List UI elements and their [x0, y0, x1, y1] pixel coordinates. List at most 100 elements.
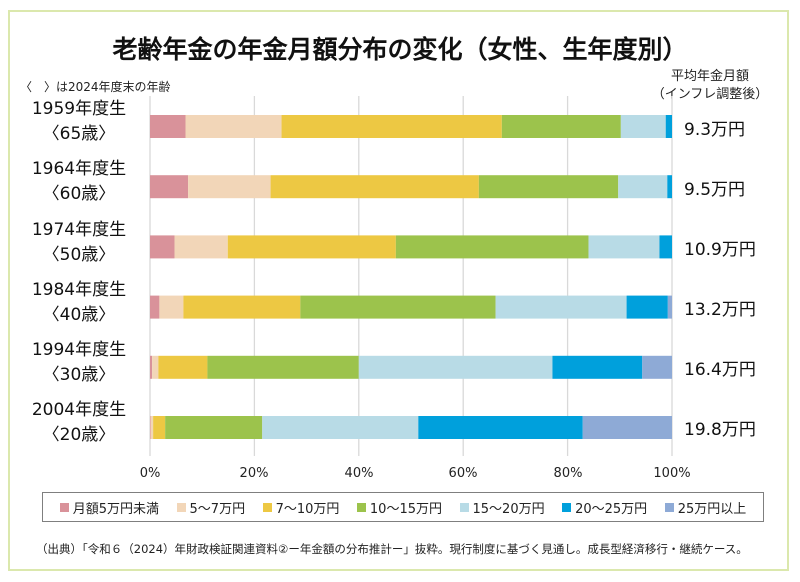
bar-segment [659, 235, 672, 259]
x-tick-label: 60% [448, 466, 478, 481]
bar-segment [159, 295, 184, 319]
legend-label: 20～25万円 [575, 501, 648, 517]
legend-swatch [562, 502, 572, 512]
bar-segment [150, 115, 186, 138]
bar-segment [262, 416, 419, 439]
bar-segment [270, 175, 479, 199]
legend-item: 5～7万円 [176, 498, 246, 517]
chart-title: 老齢年金の年金月額分布の変化（女性、生年度別） [112, 35, 688, 64]
legend-item: 月額5万円未満 [59, 498, 160, 517]
average-pension-value: 10.9万円 [684, 240, 756, 260]
bar-segment [185, 115, 282, 138]
bar-segment [358, 355, 553, 379]
average-pension-header-line2: （インフレ調整後） [651, 87, 769, 102]
legend-swatch [59, 502, 69, 512]
average-pension-value: 16.4万円 [684, 360, 756, 380]
average-pension-value: 9.5万円 [684, 180, 746, 200]
legend-swatch [664, 502, 674, 512]
x-tick-label: 40% [344, 466, 374, 481]
chart-frame [8, 10, 789, 571]
bar-segment [150, 355, 153, 379]
cohort-label: 1959年度生 〈65歳〉 [20, 97, 138, 147]
bar-segment [665, 115, 672, 138]
bar-segment [642, 355, 672, 379]
bar-segment [395, 235, 589, 259]
bar-segment [667, 295, 672, 319]
legend-swatch [176, 502, 186, 512]
cohort-age: 〈20歳〉 [42, 425, 116, 445]
x-tick-label: 0% [139, 466, 161, 481]
bar-segment [158, 355, 208, 379]
average-pension-value: 19.8万円 [684, 420, 756, 440]
bar-segment [300, 295, 496, 319]
cohort-year: 1994年度生 [31, 340, 127, 360]
legend: 月額5万円未満 5～7万円 7～10万円 10～15万円 15～20万円 20～… [42, 492, 764, 522]
bar-segment [620, 115, 666, 138]
legend-label: 月額5万円未満 [72, 501, 160, 517]
legend-label: 25万円以上 [677, 501, 747, 517]
bar-segment [150, 416, 154, 439]
legend-swatch [459, 502, 469, 512]
bar-segment [153, 416, 166, 439]
average-pension-value: 13.2万円 [684, 300, 756, 320]
legend-item: 15～20万円 [459, 498, 545, 517]
bars [150, 115, 672, 439]
bar-segment [626, 295, 668, 319]
cohort-label: 2004年度生 〈20歳〉 [20, 398, 138, 448]
bar-segment [418, 416, 583, 439]
cohort-year: 1984年度生 [31, 280, 127, 300]
bar-segment [495, 295, 627, 319]
legend-label: 5～7万円 [189, 501, 246, 517]
bar-segment [501, 115, 621, 138]
cohort-year: 1959年度生 [31, 99, 127, 119]
cohort-age: 〈40歳〉 [42, 305, 116, 325]
bar-segment [150, 295, 160, 319]
legend-swatch [356, 502, 366, 512]
average-pension-value: 9.3万円 [684, 120, 746, 140]
bar-segment [588, 235, 660, 259]
x-tick-label: 20% [239, 466, 269, 481]
bar-segment [618, 175, 668, 199]
legend-swatch [262, 502, 272, 512]
bar-segment [150, 416, 151, 439]
average-pension-header-line1: 平均年金月額 [670, 69, 749, 84]
bar-segment [227, 235, 396, 259]
bar-segment [150, 175, 189, 199]
cohort-year: 1964年度生 [31, 159, 127, 179]
cohort-age: 〈50歳〉 [42, 245, 116, 265]
legend-item: 25万円以上 [664, 498, 747, 517]
x-tick-label: 80% [553, 466, 583, 481]
bar-segment [152, 355, 159, 379]
bar-segment [281, 115, 502, 138]
cohort-label: 1964年度生 〈60歳〉 [20, 157, 138, 207]
bar-segment [188, 175, 271, 199]
age-note: 〈 〉は2024年度末の年齢 [20, 80, 171, 94]
legend-item: 20～25万円 [562, 498, 647, 517]
gridlines [149, 96, 673, 456]
legend-label: 15～20万円 [472, 501, 545, 517]
cohort-age: 〈30歳〉 [42, 365, 116, 385]
bar-segment [150, 235, 175, 259]
legend-label: 10～15万円 [369, 501, 442, 517]
bar-segment [183, 295, 301, 319]
average-pension-header: 平均年金月額 （インフレ調整後） [650, 68, 770, 104]
cohort-age: 〈60歳〉 [42, 184, 116, 204]
bar-segment [174, 235, 228, 259]
cohort-label: 1984年度生 〈40歳〉 [20, 278, 138, 328]
cohort-label: 1974年度生 〈50歳〉 [20, 218, 138, 268]
bar-segment [667, 175, 672, 199]
bar-segment [165, 416, 263, 439]
cohort-label: 1994年度生 〈30歳〉 [20, 338, 138, 388]
legend-item: 10～15万円 [356, 498, 442, 517]
bar-segment [207, 355, 359, 379]
legend-label: 7～10万円 [275, 501, 340, 517]
cohort-year: 1974年度生 [31, 220, 127, 240]
bar-segment [582, 416, 672, 439]
legend-item: 7～10万円 [262, 498, 340, 517]
cohort-year: 2004年度生 [31, 400, 127, 420]
x-tick-label: 100% [653, 466, 691, 481]
bar-segment [552, 355, 643, 379]
source-note: （出典）「令和６（2024）年財政検証関連資料②ー年金額の分布推計ー」抜粋。現行… [36, 542, 748, 556]
cohort-age: 〈65歳〉 [42, 124, 116, 144]
